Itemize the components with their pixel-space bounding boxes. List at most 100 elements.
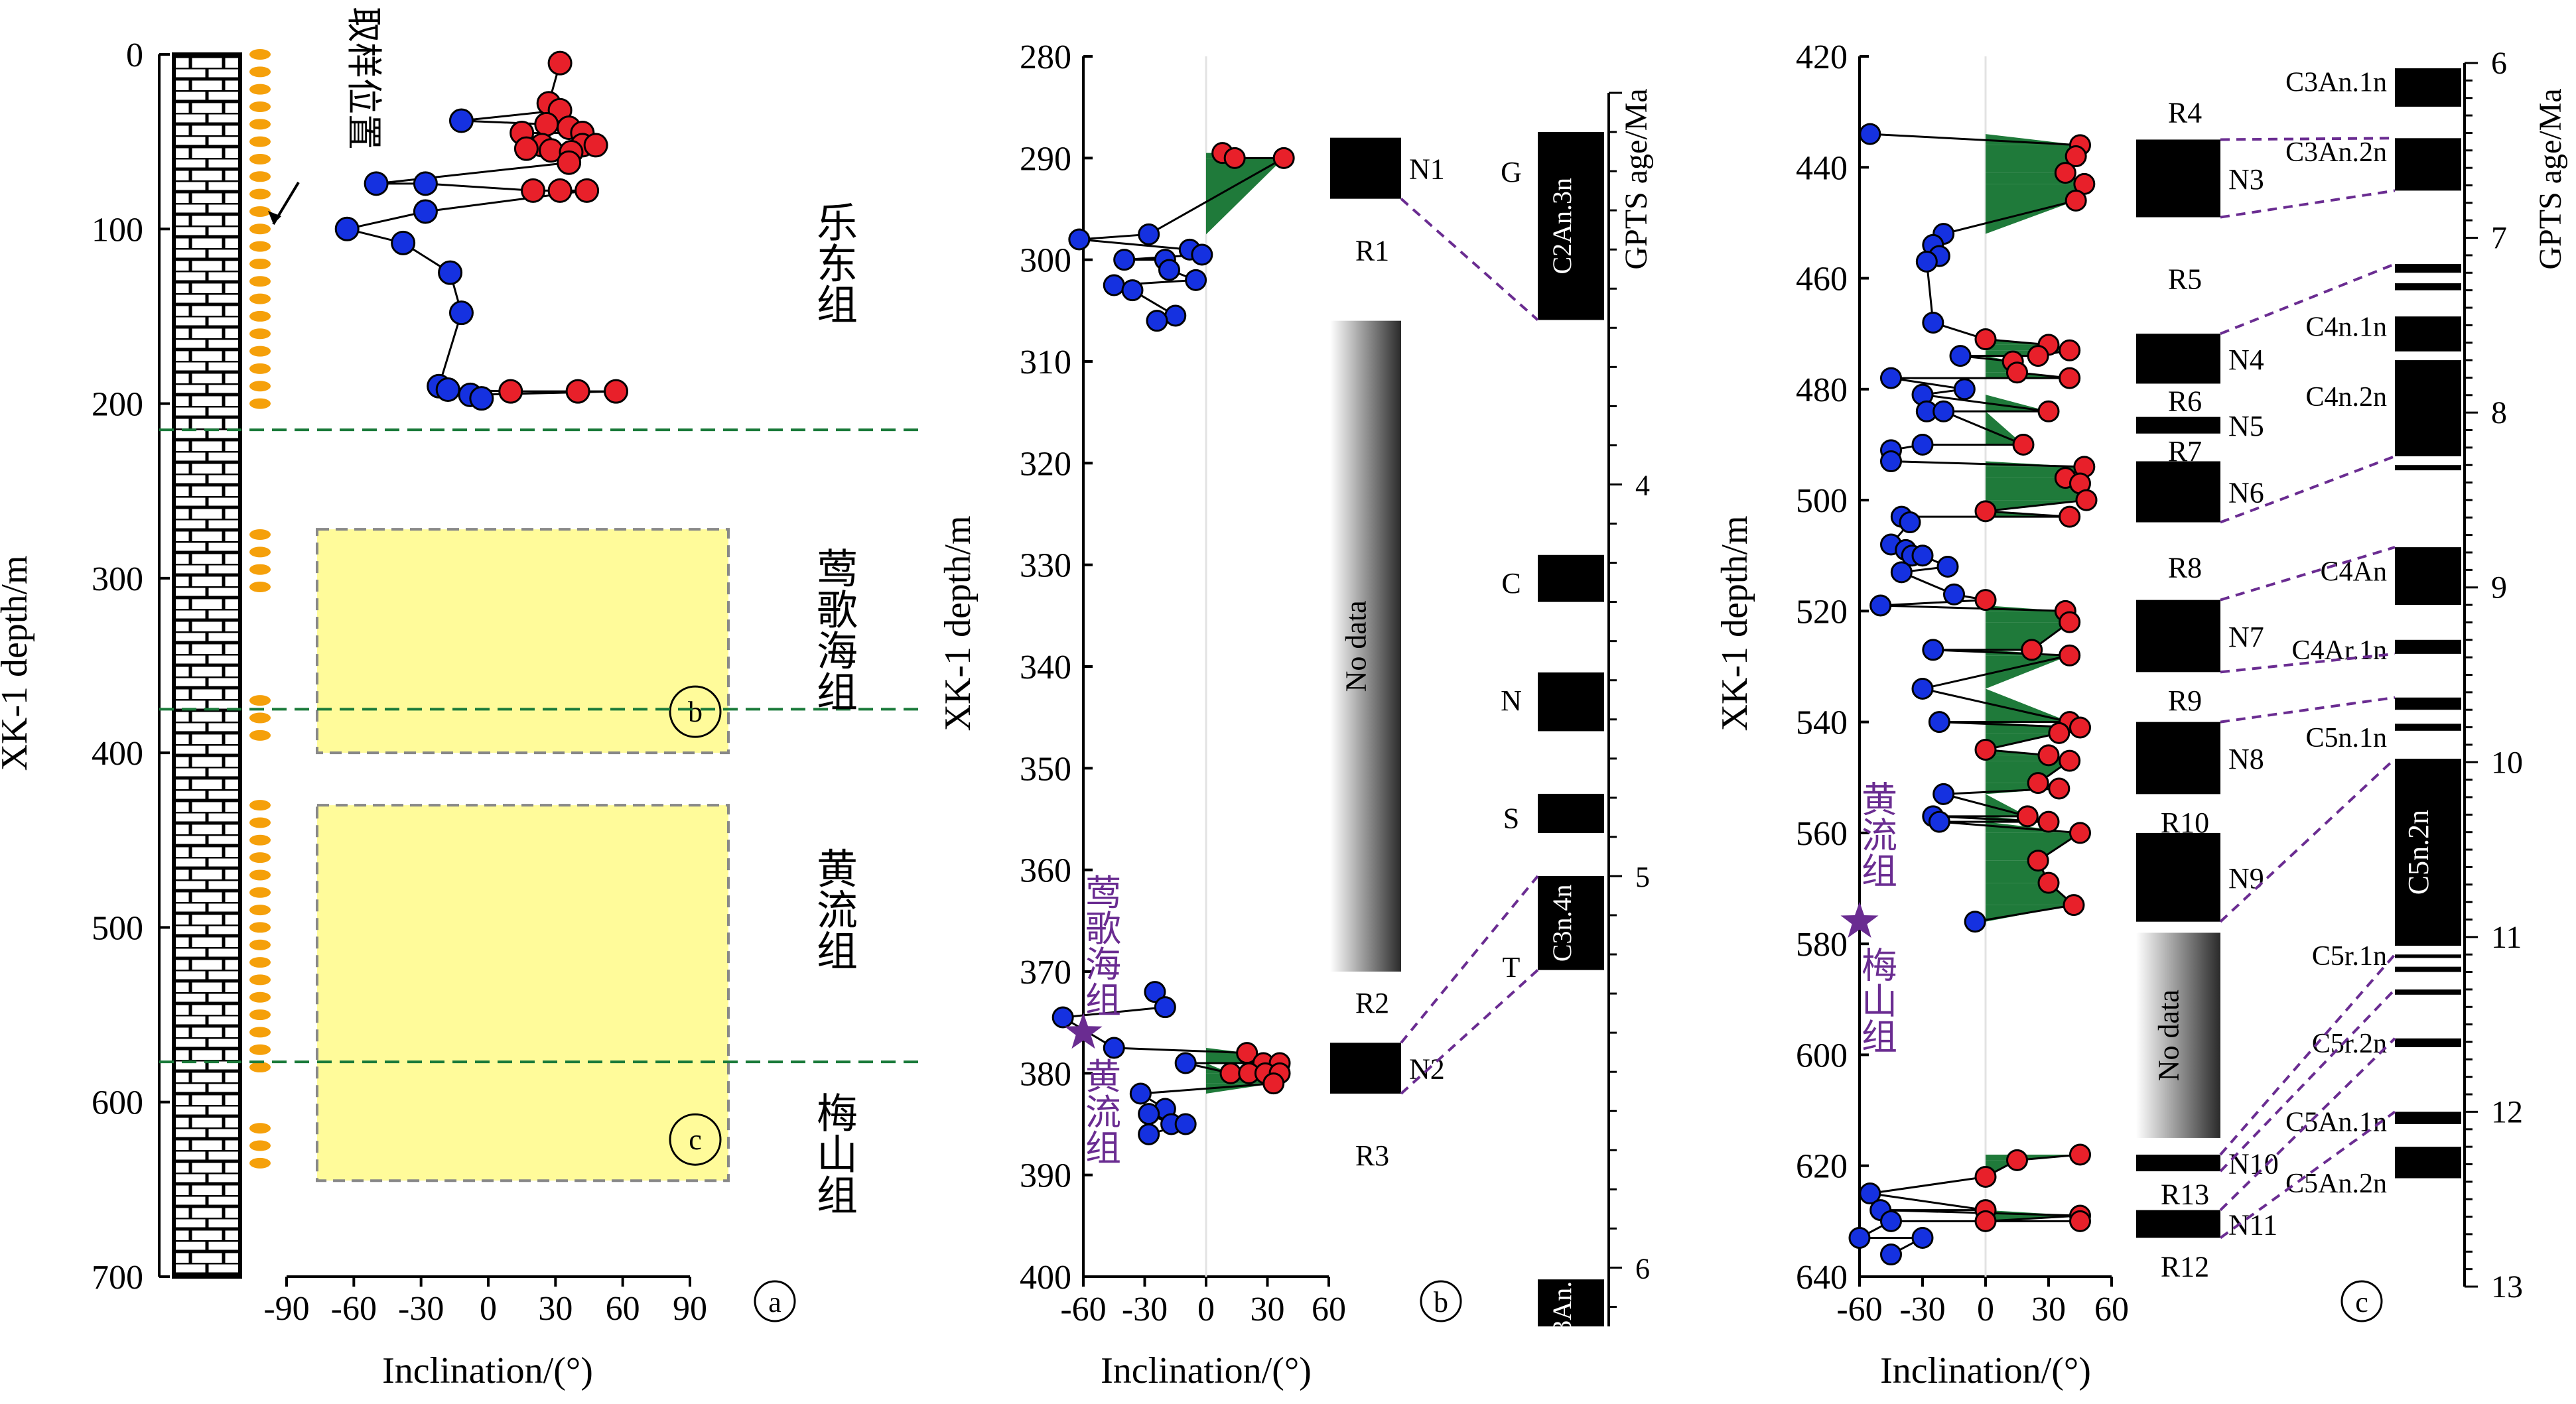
normal-fill bbox=[1986, 184, 2084, 201]
data-point bbox=[1974, 328, 1997, 351]
gpts-normal-chron bbox=[2395, 316, 2461, 351]
normal-fill bbox=[1986, 655, 2070, 689]
panel-b-circle bbox=[1420, 1280, 1462, 1322]
gpts-tick-label: 8 bbox=[2491, 395, 2507, 430]
ytick-label: 520 bbox=[1796, 593, 1848, 631]
data-point bbox=[2063, 894, 2085, 917]
data-point bbox=[2037, 400, 2060, 422]
ytick-label: 310 bbox=[1020, 344, 1071, 381]
sample-mark bbox=[249, 529, 271, 541]
polarity-zone-N3 bbox=[2136, 139, 2220, 218]
ytick-label: 420 bbox=[1796, 38, 1848, 76]
sample-mark bbox=[249, 887, 271, 898]
ytick-label: 390 bbox=[1020, 1157, 1071, 1195]
sample-mark bbox=[249, 293, 271, 304]
data-point bbox=[2065, 145, 2087, 168]
data-point bbox=[1164, 304, 1187, 327]
ytick-label: 350 bbox=[1020, 750, 1071, 788]
ytick-label: 280 bbox=[1020, 38, 1071, 76]
series-line bbox=[1859, 133, 2088, 1255]
data-point bbox=[2006, 361, 2028, 384]
sample-mark bbox=[249, 328, 271, 340]
data-point bbox=[1272, 147, 1295, 169]
formation-label-text: 乐东组 bbox=[817, 202, 858, 329]
a-series-line bbox=[346, 62, 616, 400]
data-point bbox=[2069, 1210, 2091, 1232]
panel-c: 420440460480500520540560580600620640-60-… bbox=[1714, 38, 2568, 1391]
sample-mark bbox=[249, 905, 271, 916]
data-point bbox=[448, 300, 474, 326]
sample-mark bbox=[249, 546, 271, 558]
data-point bbox=[2059, 644, 2081, 667]
xtick-label: -60 bbox=[1060, 1291, 1106, 1328]
data-point bbox=[1103, 1037, 1125, 1059]
data-point bbox=[1154, 996, 1176, 1019]
sample-mark bbox=[249, 957, 271, 968]
sample-mark bbox=[249, 834, 271, 846]
data-point bbox=[2054, 162, 2076, 184]
sample-mark bbox=[249, 1157, 271, 1169]
data-point bbox=[583, 133, 608, 158]
formation-label-text: 梅山组 bbox=[817, 1092, 858, 1219]
data-point bbox=[1223, 147, 1246, 169]
a-ytick-label: 200 bbox=[92, 386, 143, 424]
data-point bbox=[1174, 1113, 1197, 1135]
a-ytick-label: 400 bbox=[92, 735, 143, 773]
polarity-zone-N10 bbox=[2136, 1155, 2220, 1172]
panel-a-y-label: XK-1 depth/m bbox=[0, 555, 35, 771]
chron-label: C5An.1n bbox=[2285, 1108, 2387, 1138]
data-point bbox=[513, 136, 539, 161]
panel-c-gpts-label: GPTS age/Ma bbox=[2533, 88, 2568, 269]
zoom-box-letter: b bbox=[688, 696, 703, 728]
data-point bbox=[2037, 810, 2060, 833]
lithology-column bbox=[172, 52, 242, 1279]
a-ytick-label: 300 bbox=[92, 560, 143, 598]
ytick-label: 340 bbox=[1020, 649, 1071, 686]
formation-label: 梅山组 bbox=[817, 1092, 858, 1219]
data-point bbox=[2075, 489, 2098, 511]
chron-label: C3An.1n bbox=[2285, 67, 2387, 97]
gpts-tick-label: 6 bbox=[1635, 1252, 1650, 1285]
formation-label: 莺歌海组 bbox=[817, 548, 858, 716]
no-data-block bbox=[2136, 932, 2220, 1138]
a-xtick-label: -30 bbox=[398, 1290, 444, 1328]
data-point bbox=[498, 379, 523, 404]
a-xtick-label: 30 bbox=[538, 1290, 573, 1328]
panel-c-circle bbox=[2340, 1280, 2383, 1322]
a-ytick-label: 700 bbox=[92, 1259, 143, 1297]
gpts-tick-label: 10 bbox=[2491, 745, 2523, 780]
sample-mark bbox=[249, 398, 271, 409]
chron-label-c5n2n: C5n.2n bbox=[2402, 810, 2435, 895]
correlation-line bbox=[2220, 137, 2396, 141]
data-point bbox=[1262, 1072, 1285, 1095]
data-point bbox=[2027, 850, 2049, 872]
panel-a-circle bbox=[754, 1280, 796, 1322]
ytick-label: 480 bbox=[1796, 371, 1848, 409]
boundary-star bbox=[1064, 1013, 1103, 1049]
chron-label: C5An.2n bbox=[2285, 1169, 2387, 1199]
data-point bbox=[1964, 911, 1986, 933]
correlation-line bbox=[1400, 198, 1539, 321]
gpts-tick-label: 6 bbox=[2491, 46, 2507, 81]
sample-mark bbox=[249, 346, 271, 357]
sample-mark bbox=[249, 1123, 271, 1134]
data-point bbox=[1880, 1210, 1902, 1232]
data-point bbox=[1068, 228, 1091, 251]
data-point bbox=[1158, 259, 1180, 281]
sample-mark bbox=[249, 101, 271, 112]
data-point bbox=[1185, 269, 1207, 291]
data-point bbox=[2048, 722, 2070, 744]
xtick-label: -60 bbox=[1836, 1291, 1882, 1328]
subchron-label: T bbox=[1503, 951, 1521, 984]
data-point bbox=[604, 379, 629, 404]
data-point bbox=[1859, 123, 1881, 145]
data-point bbox=[1103, 274, 1125, 296]
gpts-tick-label: 12 bbox=[2491, 1094, 2523, 1129]
polarity-label: N9 bbox=[2228, 862, 2264, 895]
data-point bbox=[575, 178, 600, 203]
polarity-label: R5 bbox=[2168, 263, 2202, 296]
sample-mark bbox=[249, 223, 271, 235]
correlation-line bbox=[2219, 953, 2396, 1156]
data-point bbox=[2037, 871, 2060, 894]
data-point bbox=[557, 150, 582, 175]
